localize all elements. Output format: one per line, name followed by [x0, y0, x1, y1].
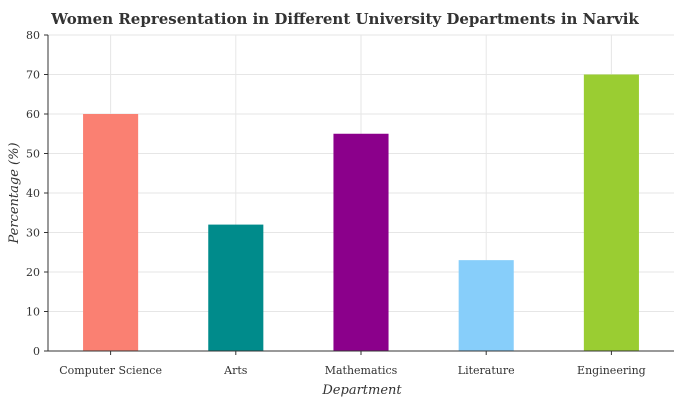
y-tick-label: 80: [26, 29, 40, 42]
y-tick-label: 60: [26, 108, 40, 121]
bar-engineering: [583, 74, 639, 351]
x-tick-label: Engineering: [577, 364, 646, 377]
bar-literature: [458, 260, 514, 351]
x-tick-label: Computer Science: [59, 364, 162, 377]
x-axis-label: Department: [321, 383, 402, 398]
x-tick-label: Arts: [223, 364, 248, 377]
y-tick-label: 0: [33, 345, 40, 358]
bar-mathematics: [333, 133, 389, 351]
y-tick-label: 20: [26, 266, 40, 279]
y-tick-label: 70: [26, 69, 40, 82]
bar-computer-science: [83, 114, 139, 351]
x-tick-labels: Computer Science Arts Mathematics Literatur…: [59, 351, 646, 377]
y-tick-label: 40: [26, 187, 40, 200]
y-tick-label: 50: [26, 148, 40, 161]
y-tick-labels: 0 10 20 30 40 50 60 70 80: [26, 29, 40, 358]
x-tick-label: Literature: [458, 364, 515, 377]
x-tick-label: Mathematics: [325, 364, 398, 377]
chart-title: Women Representation in Different Univer…: [50, 10, 639, 28]
y-tick-label: 10: [26, 306, 40, 319]
bars: [83, 74, 639, 351]
y-axis-label: Percentage (%): [7, 142, 22, 244]
bar-arts: [208, 224, 264, 351]
y-tick-label: 30: [26, 227, 40, 240]
